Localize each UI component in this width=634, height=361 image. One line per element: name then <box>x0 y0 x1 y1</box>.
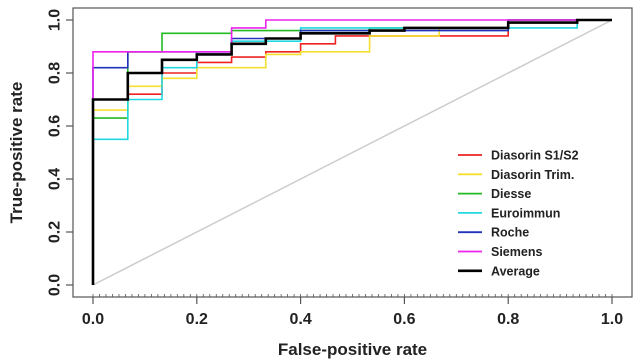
series-line-average <box>91 18 612 285</box>
y-axis: 0.0 0.2 0.4 0.6 0.8 1.0 <box>47 9 74 296</box>
x-axis-title: False-positive rate <box>278 340 427 359</box>
y-axis-title: True-positive rate <box>7 82 26 224</box>
y-tick-label: 1.0 <box>47 9 64 31</box>
legend-label: Diesse <box>491 187 531 201</box>
x-tick-label: 1.0 <box>601 311 623 328</box>
y-tick-label: 0.2 <box>47 221 64 243</box>
reference-line <box>92 19 613 286</box>
x-tick-label: 0.8 <box>497 311 519 328</box>
y-tick-label: 0.6 <box>47 115 64 137</box>
y-tick-label: 0.0 <box>47 274 64 296</box>
legend-label: Diasorin S1/S2 <box>491 149 579 163</box>
x-tick-label: 0.2 <box>186 311 208 328</box>
legend-label: Roche <box>491 226 529 240</box>
x-tick-label: 0.0 <box>82 311 104 328</box>
legend-label: Average <box>491 264 540 278</box>
legend: Diasorin S1/S2 Diasorin Trim. Diesse Euroim… <box>458 149 579 278</box>
y-tick-label: 0.8 <box>47 62 64 84</box>
series-group <box>91 18 612 285</box>
series-line-siemens <box>92 19 612 285</box>
x-tick-label: 0.4 <box>289 311 311 328</box>
legend-label: Diasorin Trim. <box>491 168 574 182</box>
y-tick-label: 0.4 <box>47 168 64 190</box>
x-tick-label: 0.6 <box>393 311 415 328</box>
legend-label: Euroimmun <box>491 206 560 220</box>
reference-diagonal <box>92 19 613 286</box>
legend-label: Siemens <box>491 245 542 259</box>
x-axis: 0.0 0.2 0.4 0.6 0.8 1.0 <box>82 296 623 328</box>
